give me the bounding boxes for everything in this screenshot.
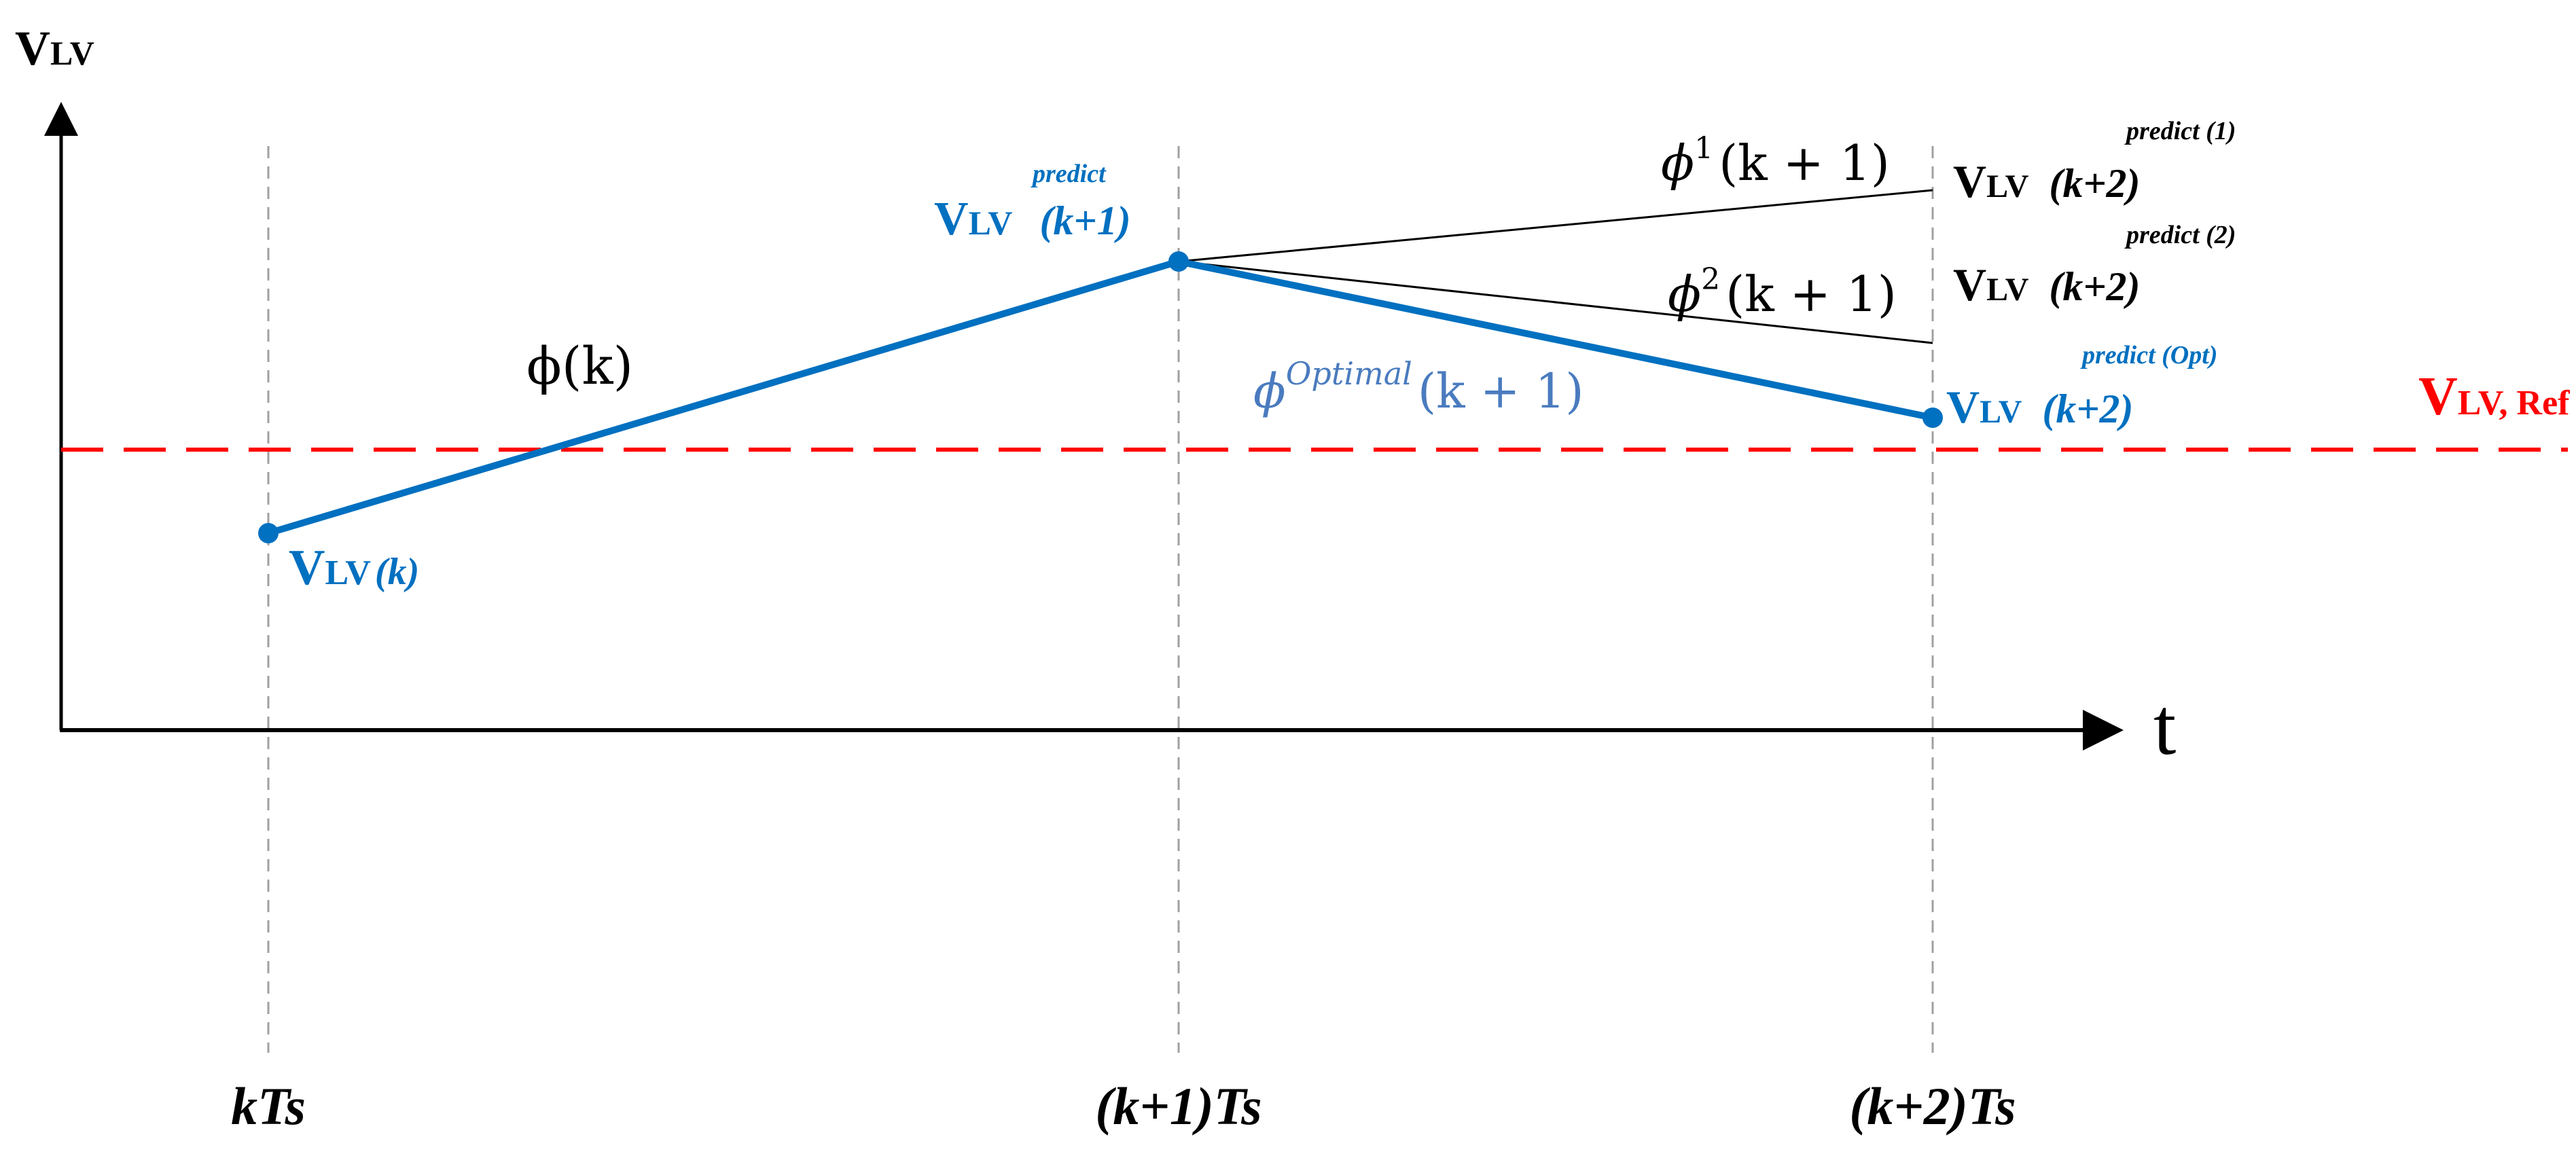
- point-vlv-k1: [1168, 251, 1189, 272]
- label-phi-2: ϕ2 (k + 1): [1668, 262, 1897, 323]
- label-pred-k1-sup: predict: [1031, 160, 1107, 188]
- y-axis-label: VLV: [15, 21, 94, 75]
- label-phi-1: ϕ1 (k + 1): [1661, 131, 1890, 192]
- candidate-trajectory-1: [1178, 189, 1933, 263]
- label-cand1-sup: predict (1): [2124, 117, 2236, 145]
- label-pred-k1: VLV (k+1): [934, 193, 1131, 245]
- point-vlv-k: [258, 523, 279, 543]
- label-cand2: VLV (k+2): [1953, 259, 2141, 310]
- label-phi-k: ϕ(k): [526, 336, 633, 396]
- label-phi-optimal: ϕOptimal (k + 1): [1253, 355, 1584, 419]
- point-vlv-k2-opt: [1922, 408, 1943, 428]
- label-opt: VLV (k+2): [1946, 381, 2134, 433]
- tick-k2Ts: (k+2)Ts: [1849, 1077, 2016, 1136]
- tick-k1Ts: (k+1)Ts: [1095, 1077, 1262, 1136]
- label-vlv-k: VLV (k): [289, 540, 419, 596]
- label-cand1: VLV (k+2): [1953, 156, 2141, 207]
- label-opt-sup: predict (Opt): [2080, 341, 2217, 369]
- candidate-trajectory-2: [1178, 260, 1933, 344]
- tick-kTs: kTs: [231, 1077, 306, 1136]
- label-cand2-sup: predict (2): [2124, 221, 2236, 249]
- reference-label: VLV, Ref: [2418, 367, 2570, 427]
- x-axis-label: t: [2153, 681, 2176, 772]
